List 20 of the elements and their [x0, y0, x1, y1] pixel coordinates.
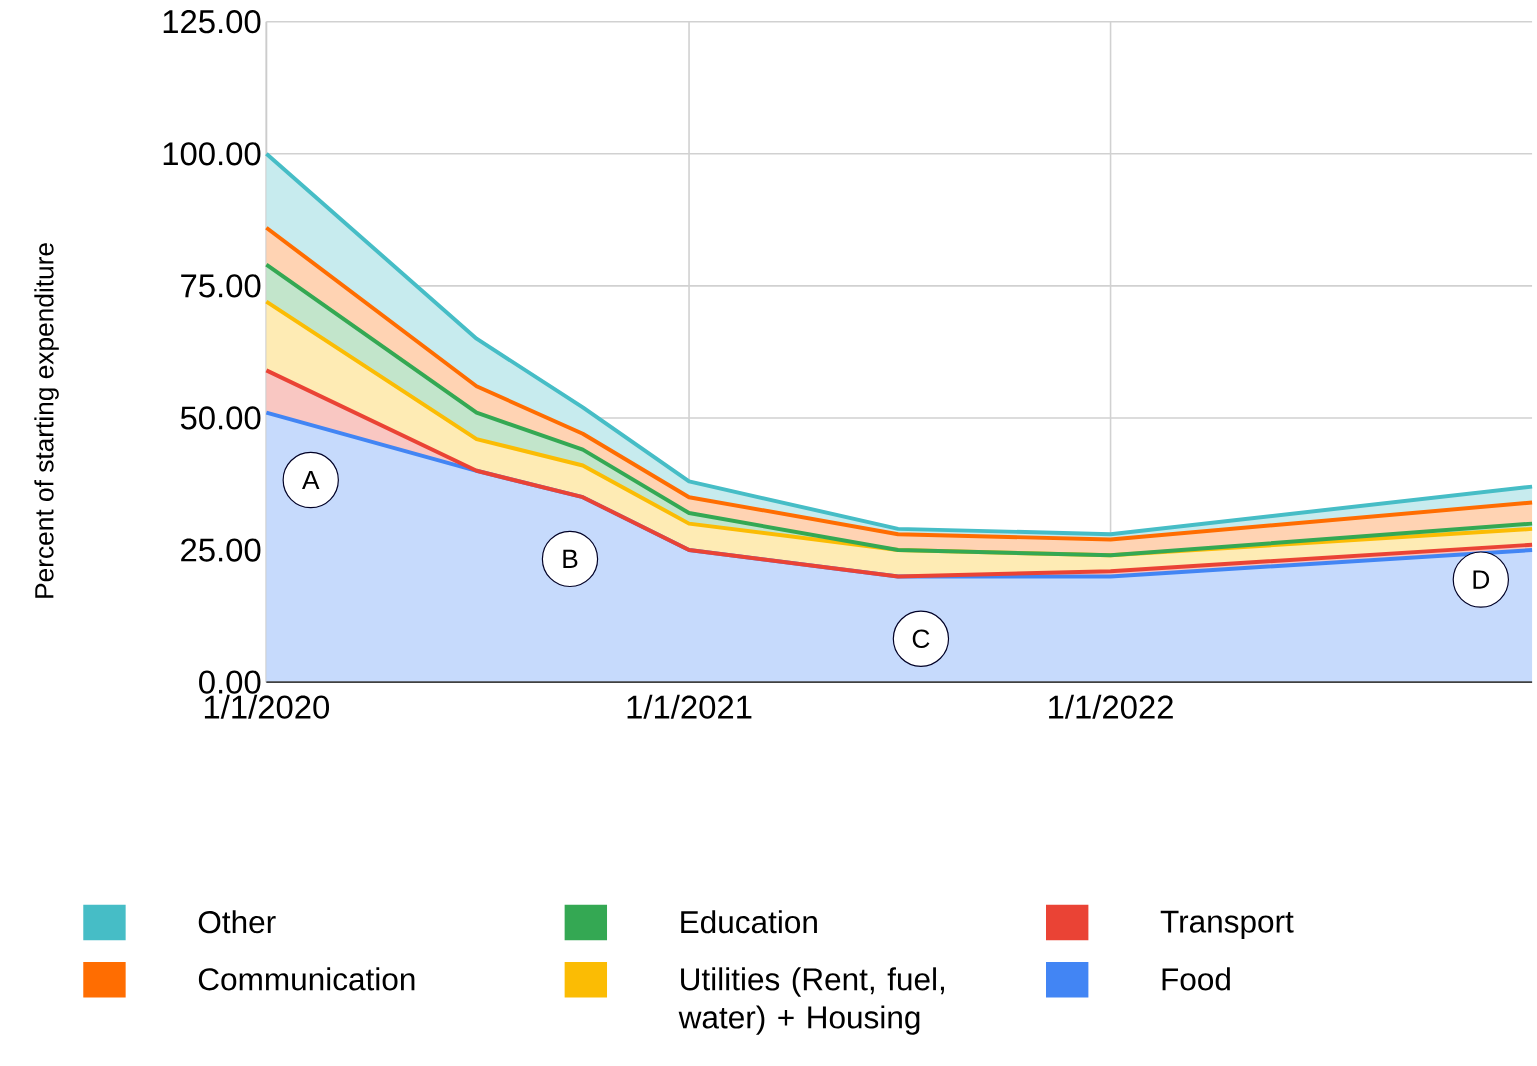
y-tick-label: 50.00	[180, 406, 261, 430]
legend-label: Education	[681, 910, 817, 934]
y-axis-title: Percent of starting expenditure	[34, 243, 59, 598]
y-tick-label: 25.00	[181, 538, 261, 562]
legend-label: Communication	[198, 967, 415, 991]
legend-label: Food	[1162, 967, 1230, 991]
annotation: B	[563, 550, 578, 569]
legend-label: Other	[198, 910, 276, 934]
y-tick-label: 75.00	[181, 274, 261, 298]
x-tick-label: 1/1/2022	[1049, 694, 1173, 719]
y-tick-label: 100.00	[163, 142, 261, 166]
annotation: A	[302, 471, 320, 490]
annotation: C	[912, 629, 930, 649]
y-tick-label: 125.00	[163, 10, 261, 34]
legend-label: Transport	[1160, 910, 1294, 940]
x-tick-label: 1/1/2021	[627, 694, 752, 719]
legend-label: Utilities (Rent, fuel, water) + Housing	[678, 967, 944, 1036]
x-tick-label: 1/1/2020	[204, 694, 330, 719]
annotation: D	[1473, 570, 1490, 589]
y-tick-label: 0.00	[199, 670, 261, 694]
